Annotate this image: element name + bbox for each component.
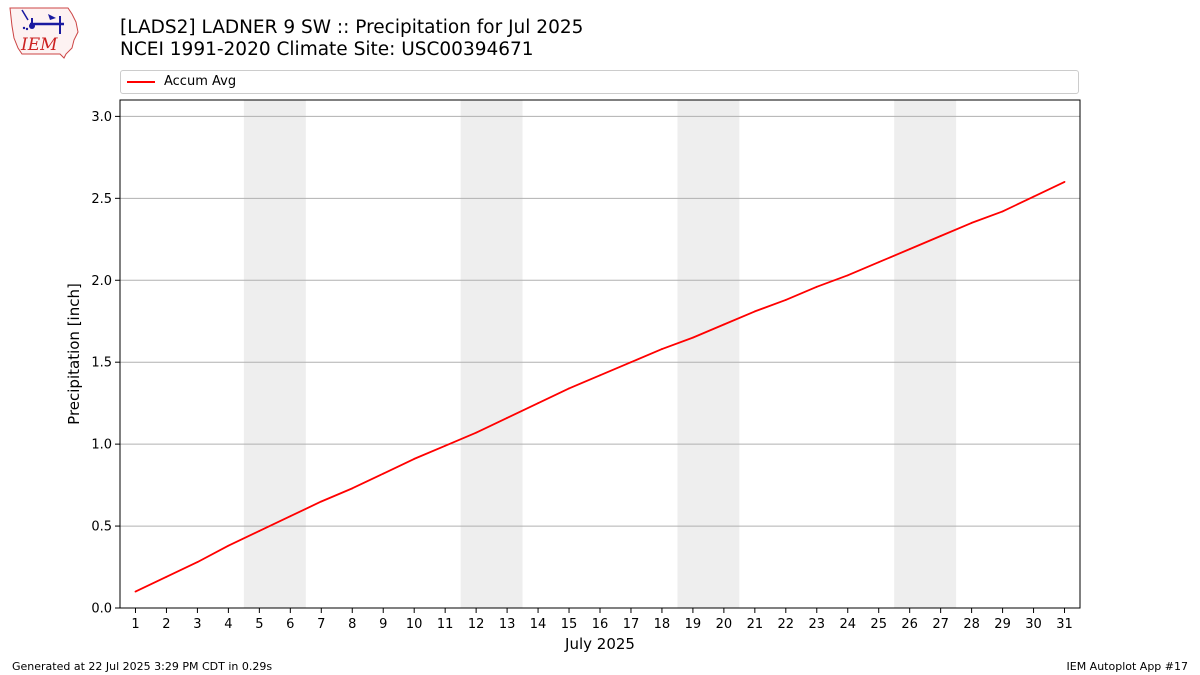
logo-text: IEM (20, 35, 58, 55)
x-tick-label-2: 3 (193, 617, 201, 632)
x-tick-label-27: 28 (963, 617, 980, 632)
data-point-0-23 (846, 274, 849, 277)
data-point-0-6 (320, 500, 323, 503)
data-point-0-22 (815, 285, 818, 288)
data-point-0-12 (506, 417, 508, 419)
weekend-band-1 (460, 100, 523, 608)
x-tick-label-4: 5 (255, 617, 263, 632)
data-point-0-8 (382, 472, 385, 475)
x-tick-label-5: 6 (286, 617, 294, 632)
weekend-bands (243, 100, 957, 608)
data-point-0-9 (413, 457, 416, 460)
y-tick-label-3: 1.5 (91, 356, 112, 371)
weekend-band-0 (243, 100, 306, 608)
x-axis-ticks: 1 2 3 4 5 6 7 8 9 10 11 12 13 14 15 16 17 18 19 20 21 22 23 24 2… (131, 608, 1073, 632)
y-axis-ticks: 0.0 0.5 1.0 1.5 2.0 2.5 3.0 (91, 110, 120, 617)
x-tick-label-7: 8 (348, 617, 356, 632)
x-tick-label-19: 20 (716, 617, 733, 632)
data-point-0-30 (1063, 181, 1066, 183)
x-tick-label-25: 26 (901, 617, 918, 632)
data-point-0-5 (289, 515, 292, 518)
x-tick-label-21: 22 (778, 617, 795, 632)
y-tick-label-2: 1.0 (91, 438, 112, 453)
data-point-0-3 (227, 544, 230, 547)
legend: Accum Avg (120, 70, 1079, 94)
x-tick-label-22: 23 (809, 617, 826, 632)
data-point-0-25 (908, 248, 911, 251)
data-point-0-20 (753, 310, 756, 313)
x-tick-label-24: 25 (870, 617, 887, 632)
data-point-0-1 (165, 575, 168, 578)
x-tick-label-29: 30 (1025, 617, 1042, 632)
footer-app-label: IEM Autoplot App #17 (1066, 660, 1189, 673)
x-tick-label-17: 18 (654, 617, 671, 632)
iem-logo: IEM (6, 4, 82, 60)
data-point-0-29 (1032, 195, 1035, 198)
data-point-0-11 (475, 431, 478, 434)
data-point-0-2 (196, 561, 199, 564)
x-tick-label-6: 7 (317, 617, 325, 632)
data-point-0-19 (722, 323, 725, 326)
x-tick-label-30: 31 (1056, 617, 1073, 632)
chart-subtitle: NCEI 1991-2020 Climate Site: USC00394671 (120, 39, 534, 60)
x-tick-label-11: 12 (468, 617, 485, 632)
data-point-0-21 (784, 299, 787, 301)
data-point-0-26 (939, 235, 942, 237)
y-tick-label-0: 0.0 (91, 602, 112, 617)
data-point-0-0 (134, 590, 137, 593)
data-point-0-27 (970, 222, 973, 224)
data-point-0-16 (630, 361, 632, 364)
series-group (134, 181, 1066, 593)
weekend-band-3 (894, 100, 957, 608)
data-point-0-18 (692, 336, 694, 339)
x-tick-label-0: 1 (131, 617, 139, 632)
x-tick-label-9: 10 (406, 617, 423, 632)
x-tick-label-16: 17 (623, 617, 640, 632)
data-point-0-24 (877, 261, 880, 264)
iem-logo-icon: IEM (9, 7, 79, 59)
data-point-0-4 (258, 530, 261, 532)
y-tick-label-6: 3.0 (91, 110, 112, 125)
data-point-0-13 (537, 402, 539, 405)
x-tick-label-15: 16 (592, 617, 609, 632)
x-tick-label-12: 13 (499, 617, 516, 632)
data-point-0-7 (351, 487, 354, 490)
x-tick-label-13: 14 (530, 617, 547, 632)
legend-swatch (127, 81, 155, 83)
x-tick-label-18: 19 (685, 617, 702, 632)
data-point-0-15 (599, 374, 601, 377)
data-point-0-10 (444, 444, 447, 447)
x-tick-label-28: 29 (994, 617, 1011, 632)
x-axis-label: July 2025 (564, 635, 635, 653)
data-point-0-28 (1001, 210, 1004, 213)
y-tick-label-4: 2.0 (91, 274, 112, 289)
x-tick-label-8: 9 (379, 617, 387, 632)
x-tick-label-10: 11 (437, 617, 454, 632)
x-tick-label-26: 27 (932, 617, 949, 632)
weekend-band-2 (677, 100, 740, 608)
y-axis-label: Precipitation [inch] (65, 283, 83, 425)
data-point-0-14 (568, 387, 570, 390)
legend-label: Accum Avg (164, 74, 237, 89)
y-tick-label-1: 0.5 (91, 520, 112, 535)
chart-title: [LADS2] LADNER 9 SW :: Precipitation for… (120, 17, 584, 38)
gridlines (120, 115, 1080, 527)
footer-generated-info: Generated at 22 Jul 2025 3:29 PM CDT in … (12, 660, 273, 673)
x-tick-label-23: 24 (839, 617, 856, 632)
data-point-0-17 (661, 348, 663, 350)
y-tick-label-5: 2.5 (91, 192, 112, 207)
x-tick-label-3: 4 (224, 617, 232, 632)
x-tick-label-1: 2 (162, 617, 170, 632)
x-tick-label-20: 21 (747, 617, 764, 632)
x-tick-label-14: 15 (561, 617, 578, 632)
